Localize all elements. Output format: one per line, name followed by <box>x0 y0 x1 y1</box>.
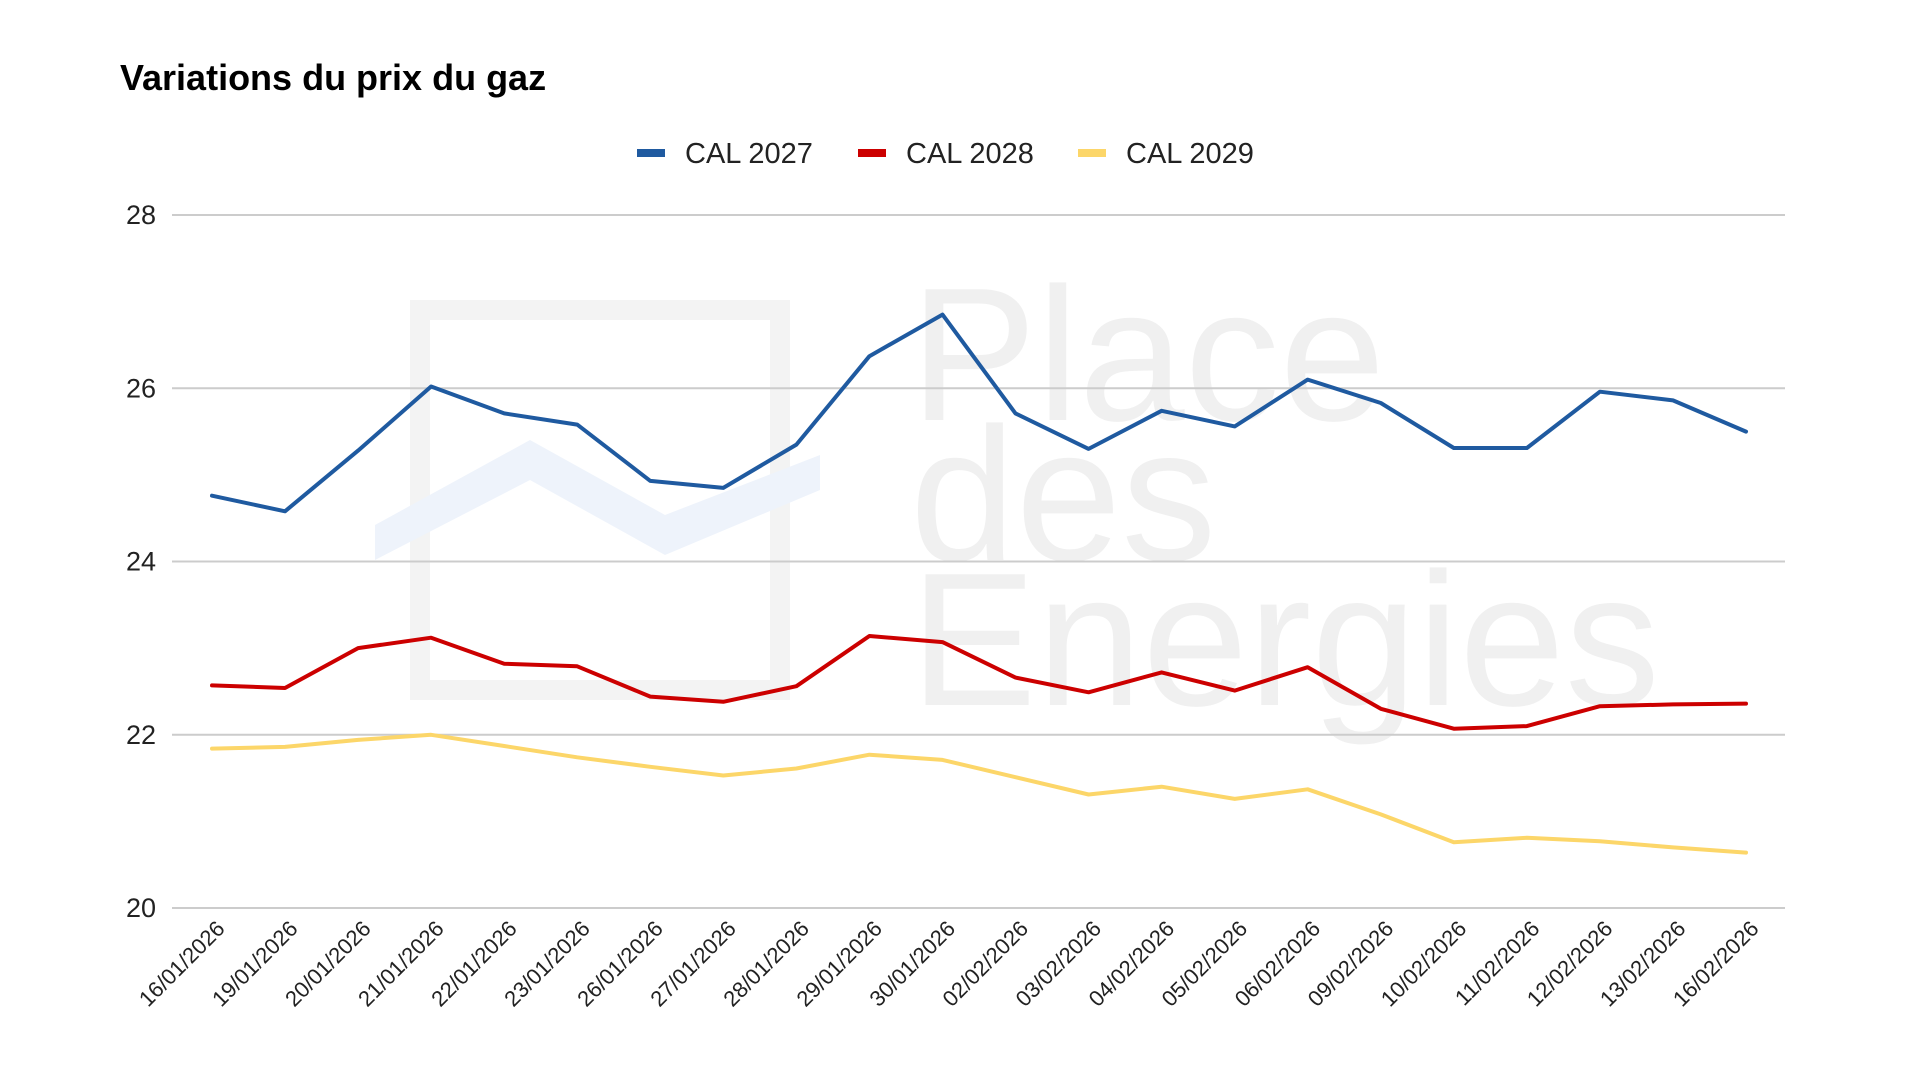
series-line-cal-2028 <box>210 634 1748 731</box>
legend: CAL 2027 CAL 2028 CAL 2029 <box>637 138 1254 170</box>
y-tick-label: 26 <box>126 373 156 403</box>
legend-label: CAL 2028 <box>906 138 1034 170</box>
y-tick-label: 24 <box>126 547 156 577</box>
series-line-cal-2029 <box>210 732 1748 855</box>
series-lines <box>210 312 1748 855</box>
chart-title: Variations du prix du gaz <box>120 57 546 98</box>
legend-label: CAL 2027 <box>685 138 813 170</box>
watermark-text-line-2: des <box>910 389 1216 601</box>
legend-swatch <box>1078 149 1106 157</box>
watermark: Place des Energies <box>375 249 1660 746</box>
legend-swatch <box>637 149 665 157</box>
y-axis-ticks: 20 22 24 26 28 <box>126 200 156 923</box>
legend-label: CAL 2029 <box>1126 138 1254 170</box>
legend-swatch <box>858 149 886 157</box>
watermark-text-line-1: Place <box>910 249 1385 461</box>
watermark-logo-roof <box>375 440 820 560</box>
y-tick-label: 22 <box>126 720 156 750</box>
series-line-cal-2027 <box>210 312 1748 514</box>
y-tick-label: 28 <box>126 200 156 230</box>
watermark-text-line-3: Energies <box>910 534 1660 746</box>
x-axis-ticks: 16/01/202619/01/202620/01/202621/01/2026… <box>134 916 1764 1012</box>
y-tick-label: 20 <box>126 893 156 923</box>
